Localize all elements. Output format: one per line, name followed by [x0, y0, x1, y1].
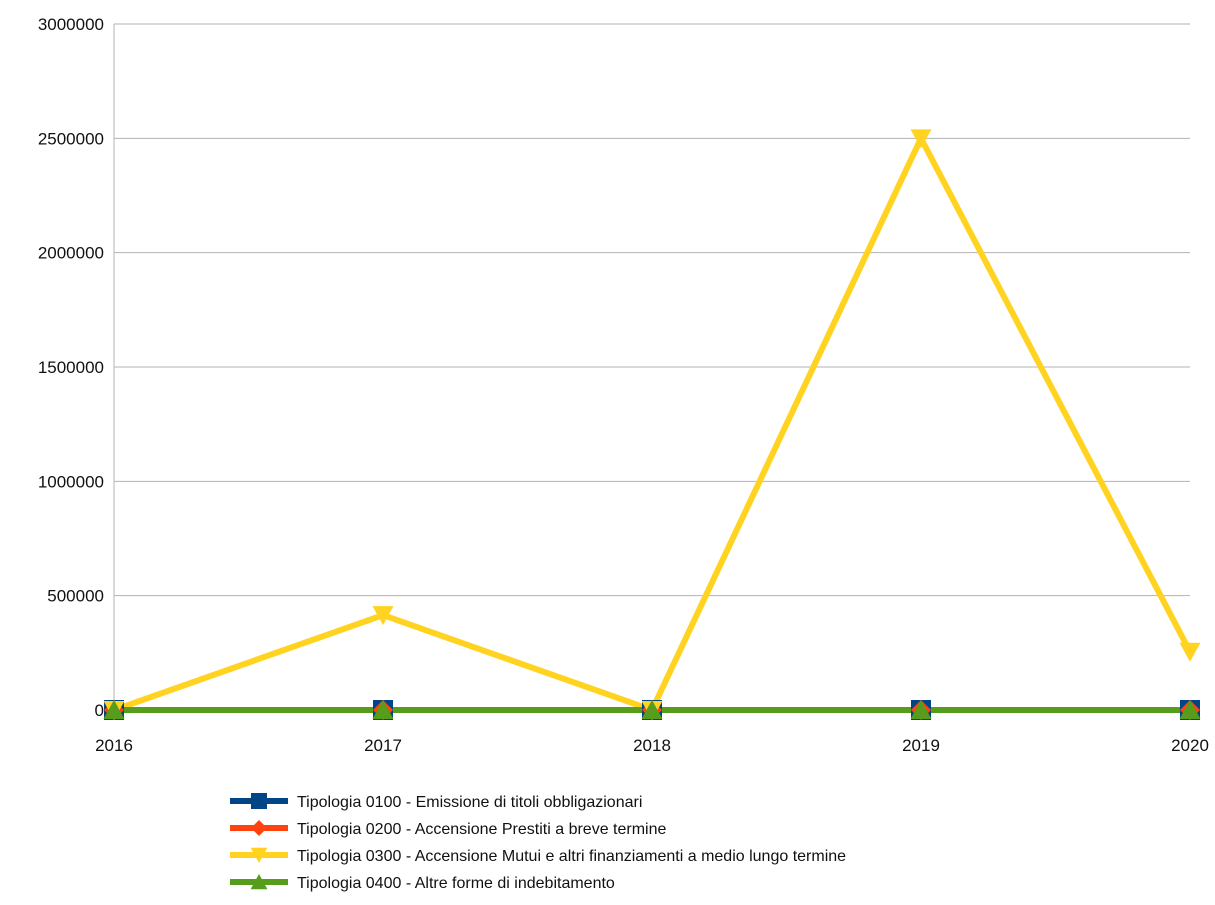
series-3-point [1179, 642, 1201, 662]
y-tick-label: 1500000 [38, 358, 104, 377]
x-tick-label: 2016 [95, 736, 133, 755]
legend-marker-1 [251, 793, 267, 809]
series-3-point [910, 129, 932, 149]
series-4-point [103, 700, 125, 719]
legend-marker-4 [250, 874, 268, 890]
legend-marker-3 [250, 847, 268, 863]
series-markers [103, 129, 1201, 720]
series-4-point [641, 700, 663, 719]
legend-label-1: Tipologia 0100 - Emissione di titoli obb… [297, 794, 642, 811]
series-4-point [1179, 700, 1201, 719]
legend-label-4: Tipologia 0400 - Altre forme di indebita… [297, 875, 615, 892]
x-tick-label: 2018 [633, 736, 671, 755]
series-3-point [372, 606, 394, 626]
legend-label-2: Tipologia 0200 - Accensione Prestiti a b… [297, 821, 666, 838]
y-tick-label: 2000000 [38, 244, 104, 263]
x-tick-label: 2017 [364, 736, 402, 755]
y-tick-label: 500000 [47, 587, 104, 606]
x-tick-label: 2019 [902, 736, 940, 755]
legend-label-3: Tipologia 0300 - Accensione Mutui e altr… [297, 848, 846, 865]
y-tick-label: 2500000 [38, 129, 104, 148]
gridlines [114, 23, 1190, 597]
legend-marker-2 [251, 820, 267, 836]
y-tick-label: 0 [95, 701, 104, 720]
y-tick-label: 1000000 [38, 472, 104, 491]
legend: Tipologia 0100 - Emissione di titoli obb… [230, 793, 846, 892]
y-tick-label: 3000000 [38, 15, 104, 34]
series-lines [111, 135, 1193, 713]
series-4-point [910, 700, 932, 719]
x-tick-label: 2020 [1171, 736, 1209, 755]
series-line-3 [111, 135, 1193, 713]
tick-labels: 0 500000 1000000 1500000 2000000 2500000 30000… [38, 15, 1209, 755]
series-4-point [372, 700, 394, 719]
